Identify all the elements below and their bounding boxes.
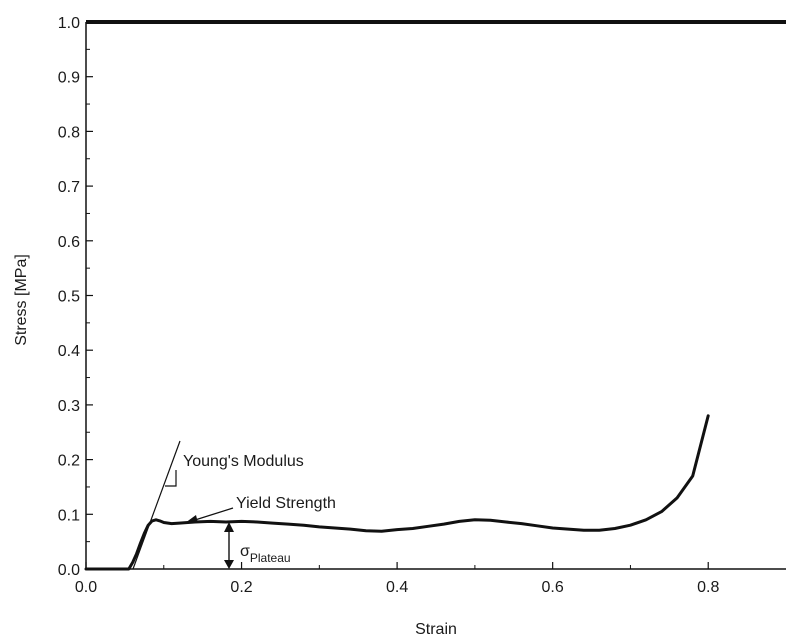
x-tick-label: 0.4 xyxy=(386,579,408,596)
x-axis-title: Strain xyxy=(415,621,457,638)
y-tick-label: 0.7 xyxy=(58,179,80,196)
plateau-label: σPlateau xyxy=(240,543,291,565)
x-tick-label: 0.6 xyxy=(542,579,564,596)
annotations: Young's Modulus Yield Strength σPlateau xyxy=(132,440,336,570)
plateau-subscript: Plateau xyxy=(250,551,291,565)
yield-arrow-line xyxy=(194,507,234,521)
series-layer xyxy=(84,414,710,571)
yield-arrow-head xyxy=(185,515,198,523)
y-tick-label: 0.6 xyxy=(58,234,80,251)
plateau-arrow-up xyxy=(224,522,234,532)
y-axis-title: Stress [MPa] xyxy=(13,254,30,346)
plateau-symbol: σ xyxy=(240,543,250,560)
y-tick-label: 0.0 xyxy=(58,562,80,579)
x-tick-label: 0.8 xyxy=(697,579,719,596)
x-tick-label: 0.0 xyxy=(75,579,97,596)
youngs-modulus-label: Young's Modulus xyxy=(183,453,304,470)
y-tick-label: 0.3 xyxy=(58,398,80,415)
y-tick-label: 0.5 xyxy=(58,289,80,306)
y-ticks: 0.0 0.1 0.2 0.3 0.4 0.5 0.6 0.7 0.8 0.9 1.0 xyxy=(58,15,93,579)
slope-triangle xyxy=(165,470,177,487)
x-ticks: 0.0 0.2 0.4 0.6 0.8 xyxy=(75,562,719,596)
yield-strength-label: Yield Strength xyxy=(236,495,336,512)
y-tick-label: 0.9 xyxy=(58,70,80,87)
series-line-0 xyxy=(84,414,710,571)
plot-frame xyxy=(85,20,786,570)
y-tick-label: 0.2 xyxy=(58,453,80,470)
plateau-arrow-down xyxy=(224,560,234,569)
youngs-modulus-tangent xyxy=(132,440,181,570)
y-tick-label: 0.8 xyxy=(58,124,80,141)
y-tick-label: 0.1 xyxy=(58,507,80,524)
x-tick-label: 0.2 xyxy=(230,579,252,596)
y-tick-label: 1.0 xyxy=(58,15,80,32)
y-tick-label: 0.4 xyxy=(58,343,80,360)
